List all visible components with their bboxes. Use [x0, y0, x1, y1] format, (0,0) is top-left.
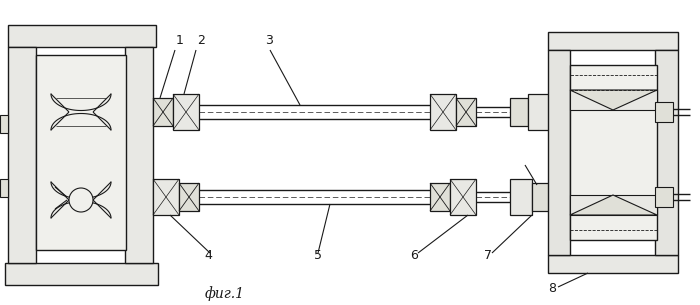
Bar — [570, 75, 657, 90]
Polygon shape — [570, 195, 657, 215]
Bar — [570, 215, 657, 230]
Bar — [0, 115, 8, 133]
Bar — [36, 55, 126, 250]
Bar — [153, 98, 173, 126]
Text: 3: 3 — [265, 34, 273, 47]
Bar — [532, 183, 550, 211]
Bar — [570, 65, 657, 240]
Bar — [456, 98, 476, 126]
Bar — [8, 47, 36, 263]
Bar — [570, 195, 657, 215]
Text: 7: 7 — [484, 249, 492, 262]
Bar — [5, 263, 158, 285]
Bar — [173, 94, 199, 130]
Text: 6: 6 — [410, 249, 418, 262]
Bar — [0, 179, 8, 197]
Polygon shape — [570, 90, 657, 110]
Bar — [8, 25, 156, 47]
Bar — [655, 50, 678, 255]
Bar — [548, 50, 570, 255]
Bar — [430, 94, 456, 130]
Bar — [570, 90, 657, 110]
Bar — [125, 47, 153, 263]
Bar — [153, 179, 179, 215]
Text: фиг.1: фиг.1 — [205, 286, 245, 301]
Text: 1: 1 — [176, 34, 184, 47]
Bar — [510, 98, 528, 126]
Bar — [655, 187, 673, 207]
Text: 4: 4 — [204, 249, 212, 262]
Text: 8: 8 — [548, 282, 556, 295]
Bar — [450, 179, 476, 215]
Text: 5: 5 — [314, 249, 322, 262]
Bar — [179, 183, 199, 211]
Bar — [528, 94, 550, 130]
Bar — [655, 102, 673, 122]
Circle shape — [69, 188, 93, 212]
Bar — [548, 32, 678, 50]
Text: 2: 2 — [197, 34, 205, 47]
Bar — [510, 179, 532, 215]
Bar — [430, 183, 450, 211]
Bar — [548, 255, 678, 273]
